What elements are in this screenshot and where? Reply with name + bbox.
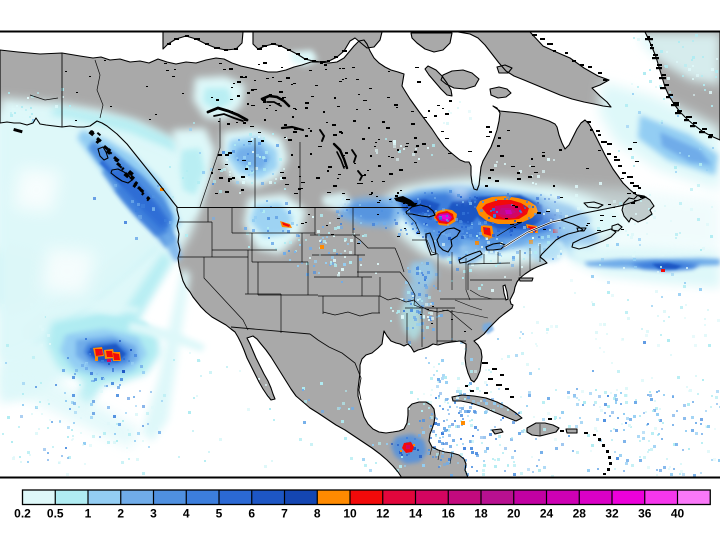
svg-text:0.2: 0.2	[14, 507, 31, 521]
svg-text:20: 20	[507, 507, 521, 521]
svg-text:8: 8	[314, 507, 321, 521]
svg-text:16: 16	[442, 507, 456, 521]
svg-text:5: 5	[216, 507, 223, 521]
svg-text:1: 1	[85, 507, 92, 521]
svg-text:4: 4	[183, 507, 190, 521]
svg-text:0.5: 0.5	[47, 507, 64, 521]
svg-text:6: 6	[248, 507, 255, 521]
svg-text:28: 28	[573, 507, 587, 521]
svg-text:12: 12	[376, 507, 390, 521]
svg-text:7: 7	[281, 507, 288, 521]
svg-text:40: 40	[671, 507, 685, 521]
svg-text:2: 2	[117, 507, 124, 521]
svg-text:32: 32	[605, 507, 619, 521]
svg-text:10: 10	[343, 507, 357, 521]
svg-text:3: 3	[150, 507, 157, 521]
svg-text:18: 18	[474, 507, 488, 521]
svg-text:36: 36	[638, 507, 652, 521]
svg-text:24: 24	[540, 507, 554, 521]
svg-text:14: 14	[409, 507, 423, 521]
